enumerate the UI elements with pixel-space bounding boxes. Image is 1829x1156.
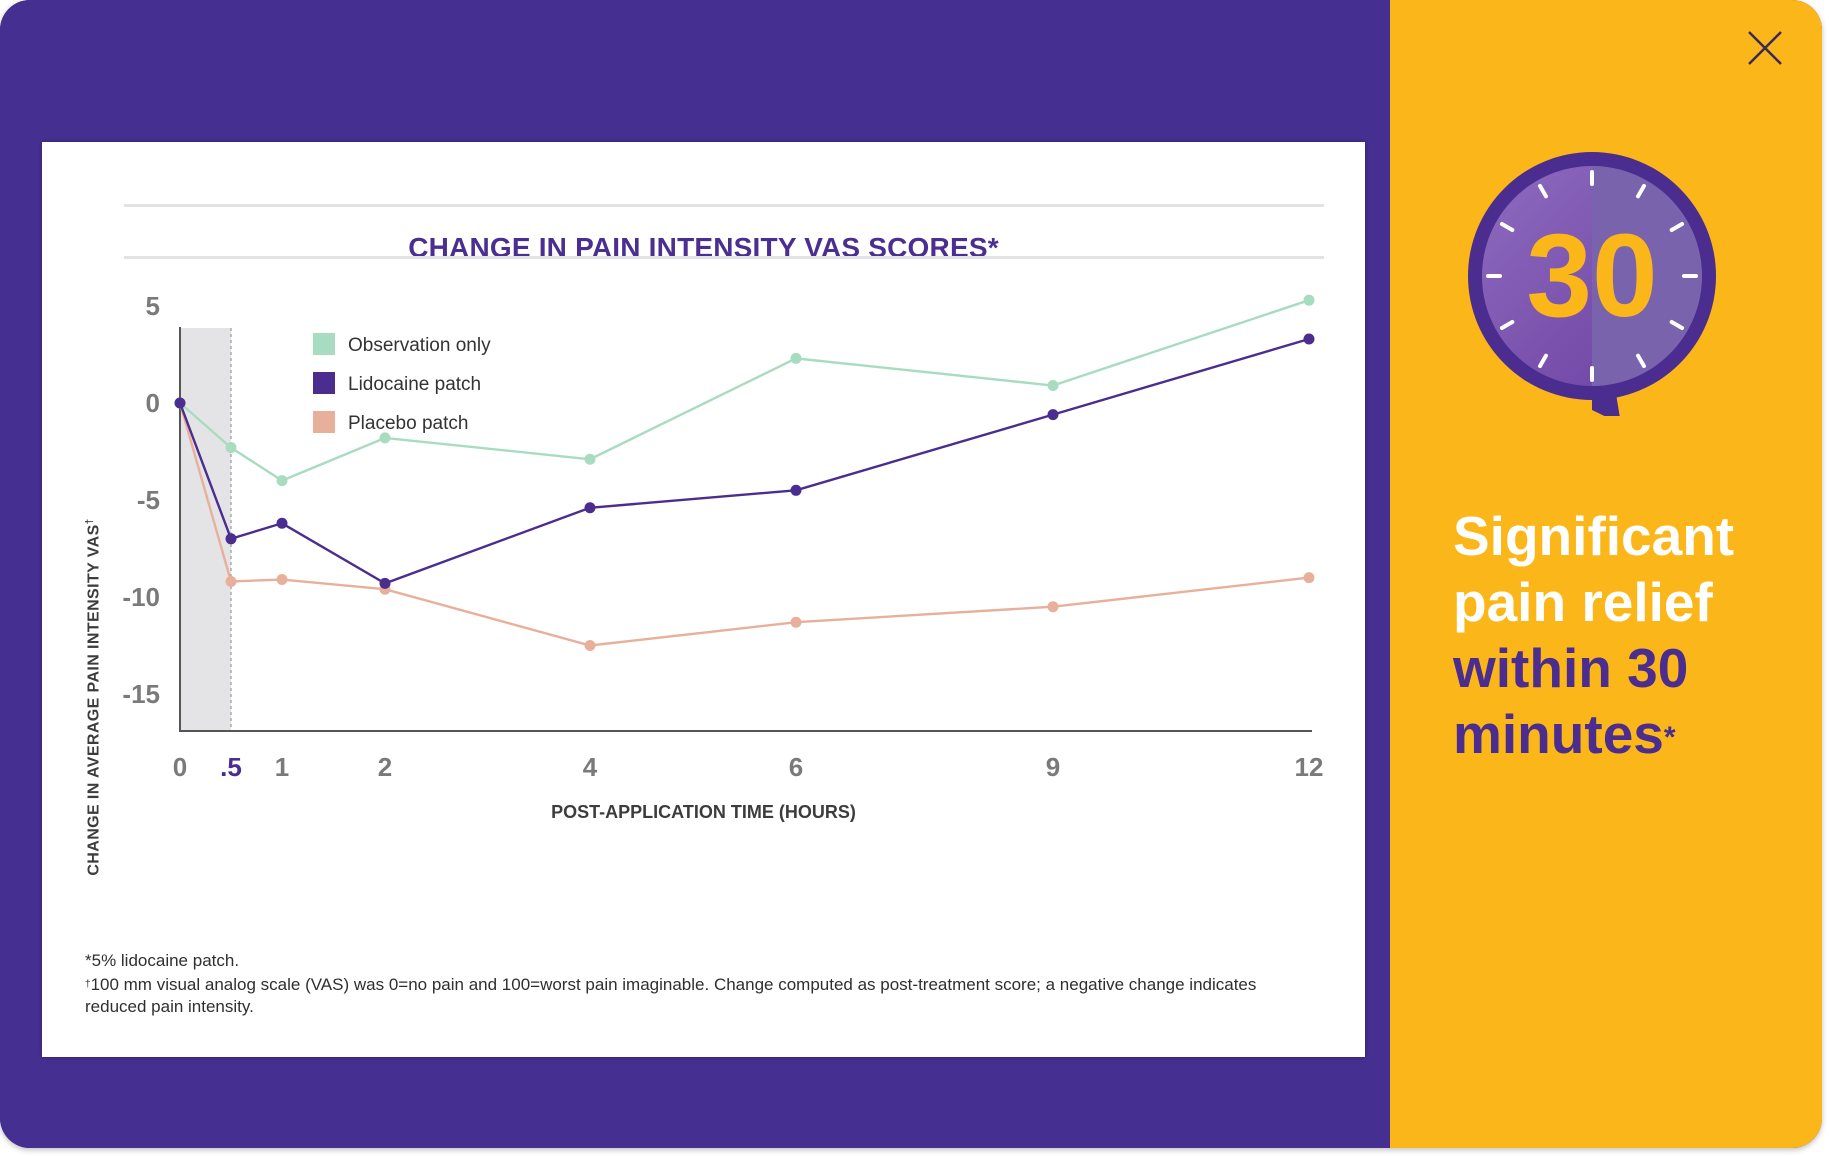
data-point <box>790 616 802 628</box>
data-point <box>790 352 802 364</box>
y-tick-label: 0 <box>146 388 160 418</box>
footnote-2: †100 mm visual analog scale (VAS) was 0=… <box>85 974 1265 1018</box>
x-tick-label: 4 <box>583 752 598 782</box>
close-icon[interactable] <box>1745 28 1785 68</box>
stopwatch-elapsed-half <box>1592 166 1702 386</box>
stopwatch-arrow <box>1592 386 1620 416</box>
legend-label: Placebo patch <box>348 413 468 434</box>
stopwatch-tick <box>1538 353 1548 369</box>
footnote-2-mark: † <box>85 979 91 990</box>
legend-swatch <box>313 372 335 394</box>
x-tick-label: 1 <box>275 752 289 782</box>
stopwatch-tick <box>1499 222 1515 232</box>
series-line <box>179 299 1310 482</box>
data-point <box>1047 380 1059 392</box>
headline-line-1: Significant <box>1453 505 1735 567</box>
series-line <box>178 337 1310 585</box>
legend-swatch <box>313 333 335 355</box>
x-tick-label: 6 <box>789 752 803 782</box>
y-tick-label: -15 <box>122 679 160 709</box>
data-point <box>790 484 802 496</box>
data-point <box>276 574 288 586</box>
data-point <box>1047 409 1059 421</box>
data-point <box>225 533 237 545</box>
title-rule-top <box>124 204 1324 207</box>
footnote-1: *5% lidocaine patch. <box>85 951 240 970</box>
data-point <box>1047 601 1059 613</box>
x-tick-label: 2 <box>378 752 392 782</box>
x-axis-label: POST-APPLICATION TIME (HOURS) <box>551 802 856 822</box>
title-rule-bottom <box>124 256 1324 259</box>
legend-label: Lidocaine patch <box>348 374 481 395</box>
stopwatch-tick <box>1636 183 1646 199</box>
stopwatch-tick <box>1538 183 1548 199</box>
data-point <box>584 502 596 514</box>
x-tick-label: 12 <box>1295 752 1324 782</box>
data-point <box>276 475 288 487</box>
x-tick-label: 9 <box>1046 752 1060 782</box>
data-point <box>174 397 186 409</box>
y-axis-label-mark: † <box>84 518 96 525</box>
y-tick-label: -10 <box>122 582 160 612</box>
data-point <box>1303 572 1315 584</box>
highlight-region <box>180 328 231 730</box>
stopwatch-number: 30 <box>1526 210 1657 342</box>
footnote-2-text: 100 mm visual analog scale (VAS) was 0=n… <box>85 975 1257 1016</box>
data-point <box>379 577 391 589</box>
headline-line-2: pain relief <box>1453 571 1713 633</box>
stopwatch-tick <box>1636 353 1646 369</box>
data-point <box>584 453 596 465</box>
stopwatch-tick <box>1499 320 1515 330</box>
series-line <box>178 402 1310 647</box>
stopwatch-ticks <box>1486 170 1698 382</box>
x-tick-label: .5 <box>220 752 242 782</box>
data-point <box>225 442 237 454</box>
headline-line-4-text: minutes <box>1453 703 1664 765</box>
data-point <box>584 640 596 651</box>
data-point <box>1303 294 1315 306</box>
x-tick-label: 0 <box>173 752 187 782</box>
headline-asterisk: * <box>1663 721 1676 754</box>
legend-swatch <box>313 411 335 433</box>
stopwatch-icon: 30 <box>1468 152 1716 416</box>
headline-line-3: within 30 <box>1453 637 1689 699</box>
stopwatch-tick <box>1669 222 1685 232</box>
legend-label: Observation only <box>348 335 491 356</box>
stopwatch-tick <box>1669 320 1685 330</box>
y-tick-label: -5 <box>137 485 160 515</box>
data-point <box>379 432 391 444</box>
data-point <box>225 575 237 587</box>
headline: Significant pain relief within 30 minute… <box>1453 503 1813 767</box>
headline-line-4: minutes* <box>1453 701 1813 767</box>
y-tick-label: 5 <box>146 291 160 321</box>
data-point <box>1303 333 1315 345</box>
data-point <box>276 517 288 529</box>
close-icon-stroke-2 <box>1748 31 1782 65</box>
